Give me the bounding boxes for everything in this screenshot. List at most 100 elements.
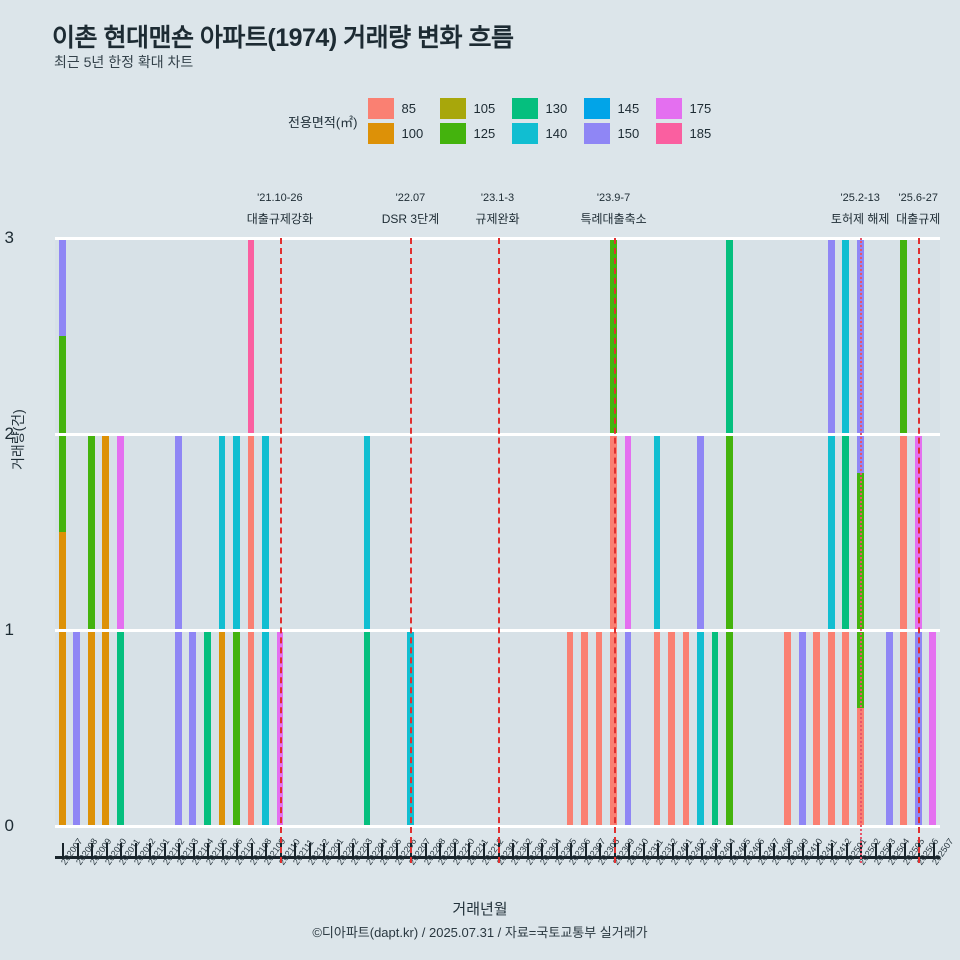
bar-column-202107[interactable] (233, 238, 240, 826)
event-date-label: '21.10-26 (257, 192, 303, 204)
bar-segment-140[interactable] (218, 434, 226, 630)
bar-column-202504[interactable] (885, 238, 893, 826)
bar-segment-140[interactable] (697, 630, 704, 826)
legend-item-label: 175 (689, 101, 712, 116)
bar-column-202405[interactable] (726, 238, 733, 826)
bar-segment-175[interactable] (624, 434, 632, 630)
bar-segment-150[interactable] (58, 238, 66, 336)
bar-segment-130[interactable] (363, 630, 371, 826)
bar-segment-130[interactable] (116, 630, 124, 826)
event-line-202110 (279, 238, 282, 863)
bar-segment-125[interactable] (87, 434, 95, 630)
legend-swatch-icon (439, 98, 466, 119)
bar-column-202502[interactable] (856, 238, 864, 826)
bar-column-202402[interactable] (682, 238, 690, 826)
bar-segment-85[interactable] (813, 630, 820, 826)
bar-column-202009[interactable] (87, 238, 95, 826)
bar-segment-175[interactable] (116, 434, 124, 630)
legend-item-125[interactable]: 125 (439, 121, 508, 146)
bar-column-202410[interactable] (798, 238, 806, 826)
bar-column-202507[interactable] (929, 238, 937, 826)
bar-segment-125[interactable] (856, 473, 864, 709)
bar-segment-130[interactable] (203, 630, 211, 826)
bar-column-202106[interactable] (218, 238, 226, 826)
bar-column-202204[interactable] (363, 238, 371, 826)
bar-segment-140[interactable] (842, 238, 850, 434)
legend-item-145[interactable]: 145 (583, 96, 652, 121)
bar-column-202109[interactable] (262, 238, 269, 826)
bar-segment-140[interactable] (827, 434, 835, 630)
bar-column-202409[interactable] (784, 238, 791, 826)
bar-column-202404[interactable] (711, 238, 719, 826)
bar-segment-85[interactable] (784, 630, 791, 826)
bar-segment-85[interactable] (856, 708, 864, 826)
bar-segment-85[interactable] (682, 630, 690, 826)
bar-column-202312[interactable] (653, 238, 661, 826)
bar-segment-130[interactable] (726, 238, 733, 434)
bar-column-202401[interactable] (668, 238, 675, 826)
bar-column-202011[interactable] (116, 238, 124, 826)
bar-column-202501[interactable] (842, 238, 850, 826)
bar-column-202411[interactable] (813, 238, 820, 826)
bar-segment-85[interactable] (842, 630, 850, 826)
legend-item-140[interactable]: 140 (511, 121, 580, 146)
bar-segment-185[interactable] (247, 238, 255, 434)
legend-item-85[interactable]: 85 (367, 96, 436, 121)
bar-segment-150[interactable] (856, 238, 864, 474)
bar-segment-175[interactable] (914, 434, 922, 630)
bar-segment-140[interactable] (653, 434, 661, 630)
bar-segment-175[interactable] (276, 630, 284, 826)
bar-column-202307[interactable] (581, 238, 588, 826)
bar-segment-175[interactable] (929, 630, 937, 826)
bar-column-202105[interactable] (203, 238, 211, 826)
bar-column-202108[interactable] (247, 238, 255, 826)
legend-item-185[interactable]: 185 (655, 121, 724, 146)
bar-segment-125[interactable] (900, 238, 908, 434)
bar-column-202506[interactable] (914, 238, 922, 826)
bar-segment-100[interactable] (218, 630, 226, 826)
bar-column-202010[interactable] (102, 238, 110, 826)
legend-item-100[interactable]: 100 (367, 121, 436, 146)
bar-segment-150[interactable] (73, 630, 81, 826)
bar-column-202308[interactable] (595, 238, 603, 826)
bar-segment-85[interactable] (827, 630, 835, 826)
bar-segment-150[interactable] (914, 630, 922, 826)
legend-item-150[interactable]: 150 (583, 121, 652, 146)
bar-segment-100[interactable] (87, 630, 95, 826)
bar-segment-150[interactable] (827, 238, 835, 434)
y-axis-tick-label: 0 (4, 816, 14, 835)
bar-column-202110[interactable] (276, 238, 284, 826)
bar-segment-100[interactable] (58, 532, 66, 826)
bar-column-202007[interactable] (58, 238, 66, 826)
bar-segment-150[interactable] (624, 630, 632, 826)
bar-column-202306[interactable] (566, 238, 574, 826)
bar-segment-140[interactable] (363, 434, 371, 630)
bar-segment-85[interactable] (668, 630, 675, 826)
x-axis-tick (686, 843, 689, 856)
bar-segment-125[interactable] (610, 238, 617, 434)
bar-segment-150[interactable] (885, 630, 893, 826)
bar-segment-130[interactable] (711, 630, 719, 826)
bar-segment-85[interactable] (653, 630, 661, 826)
legend-item-130[interactable]: 130 (511, 96, 580, 121)
bar-column-202505[interactable] (900, 238, 908, 826)
bar-column-202104[interactable] (189, 238, 197, 826)
bar-column-202310[interactable] (624, 238, 632, 826)
bar-column-202008[interactable] (73, 238, 81, 826)
bar-segment-150[interactable] (189, 630, 197, 826)
bar-column-202412[interactable] (827, 238, 835, 826)
bar-segment-140[interactable] (233, 434, 240, 630)
bar-column-202403[interactable] (697, 238, 704, 826)
bar-segment-150[interactable] (697, 434, 704, 630)
bar-segment-125[interactable] (233, 630, 240, 826)
bar-segment-85[interactable] (595, 630, 603, 826)
bar-column-202103[interactable] (174, 238, 182, 826)
x-axis-tick (932, 843, 935, 856)
bar-segment-85[interactable] (581, 630, 588, 826)
bar-segment-85[interactable] (566, 630, 574, 826)
legend-item-105[interactable]: 105 (439, 96, 508, 121)
legend-item-175[interactable]: 175 (655, 96, 724, 121)
x-axis-tick (381, 843, 384, 856)
bar-segment-150[interactable] (798, 630, 806, 826)
bar-segment-130[interactable] (842, 434, 850, 630)
